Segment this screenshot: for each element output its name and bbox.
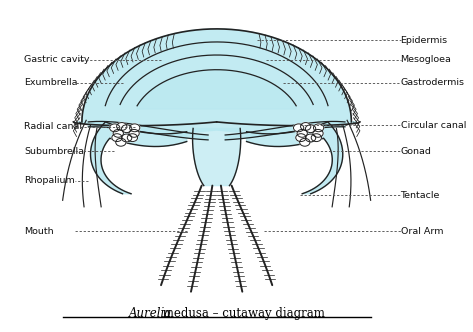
- Text: Subumbrella: Subumbrella: [24, 147, 84, 156]
- Circle shape: [117, 123, 127, 130]
- Circle shape: [122, 134, 132, 142]
- Polygon shape: [78, 29, 356, 135]
- Text: Epidermis: Epidermis: [401, 36, 447, 45]
- Circle shape: [110, 124, 120, 132]
- Text: Exumbrella: Exumbrella: [24, 78, 78, 87]
- Circle shape: [313, 129, 323, 137]
- Text: Gastric cavity: Gastric cavity: [24, 55, 90, 64]
- Text: Gonad: Gonad: [401, 147, 431, 156]
- Circle shape: [116, 138, 126, 146]
- Circle shape: [314, 124, 324, 132]
- Text: Mesogloea: Mesogloea: [401, 55, 451, 64]
- Text: Circular canal: Circular canal: [401, 121, 466, 130]
- Circle shape: [306, 134, 315, 142]
- Text: Rhopalium: Rhopalium: [24, 176, 75, 185]
- Circle shape: [300, 138, 310, 146]
- Circle shape: [122, 125, 132, 132]
- Text: Aurelia: Aurelia: [129, 307, 172, 320]
- Polygon shape: [193, 128, 241, 186]
- Polygon shape: [225, 122, 345, 140]
- Circle shape: [297, 129, 307, 137]
- Circle shape: [311, 134, 322, 141]
- Polygon shape: [88, 122, 208, 140]
- Text: Tentacle: Tentacle: [401, 191, 440, 200]
- Polygon shape: [246, 122, 343, 194]
- Circle shape: [113, 129, 123, 137]
- Polygon shape: [137, 70, 296, 109]
- Text: Mouth: Mouth: [24, 227, 54, 236]
- Circle shape: [300, 123, 311, 130]
- Circle shape: [293, 124, 304, 132]
- Circle shape: [127, 134, 138, 141]
- Circle shape: [296, 134, 306, 141]
- Text: Oral Arm: Oral Arm: [401, 227, 443, 236]
- Text: medusa – cutaway diagram: medusa – cutaway diagram: [159, 307, 325, 320]
- Circle shape: [130, 124, 140, 132]
- Circle shape: [306, 125, 315, 132]
- Polygon shape: [90, 122, 187, 194]
- Circle shape: [112, 134, 122, 141]
- Text: Radial canal: Radial canal: [24, 122, 82, 131]
- Circle shape: [129, 129, 139, 137]
- Text: Gastrodermis: Gastrodermis: [401, 78, 464, 87]
